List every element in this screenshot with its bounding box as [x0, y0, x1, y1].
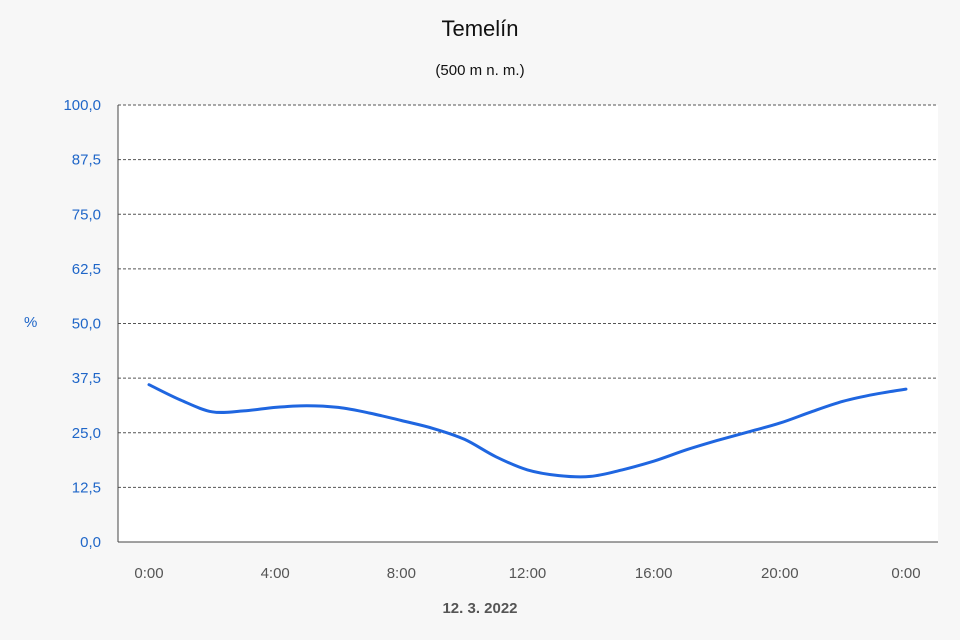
y-tick-label: 75,0	[72, 206, 101, 223]
y-tick-label: 50,0	[72, 316, 101, 333]
y-tick-label: 62,5	[72, 261, 101, 278]
x-tick-label: 0:00	[891, 565, 920, 582]
y-tick-label: 0,0	[80, 534, 101, 551]
x-axis-label: 12. 3. 2022	[442, 600, 518, 617]
x-tick-label: 20:00	[761, 565, 799, 582]
y-tick-label: 100,0	[63, 97, 101, 114]
y-tick-label: 37,5	[72, 370, 101, 387]
x-tick-label: 8:00	[387, 565, 416, 582]
x-tick-label: 0:00	[134, 565, 163, 582]
x-tick-label: 12:00	[509, 565, 547, 582]
x-tick-label: 16:00	[635, 565, 673, 582]
y-axis-label: %	[24, 314, 38, 331]
y-tick-label: 87,5	[72, 152, 101, 169]
y-tick-label: 12,5	[72, 479, 101, 496]
x-tick-label: 4:00	[261, 565, 290, 582]
series-line	[147, 383, 908, 479]
chart-title: Temelín	[441, 16, 519, 41]
chart-subtitle: (500 m n. m.)	[435, 62, 525, 79]
y-tick-label: 25,0	[72, 425, 101, 442]
